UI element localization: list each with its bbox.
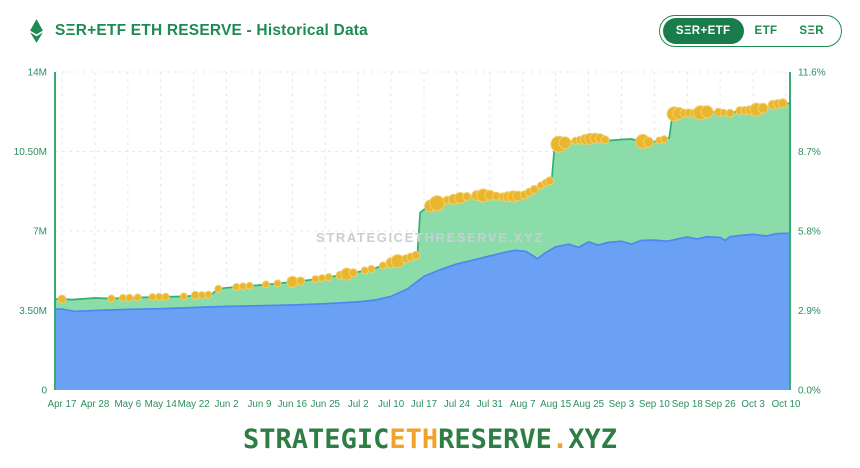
data-point-marker[interactable] xyxy=(529,185,539,194)
data-point-marker[interactable] xyxy=(700,105,714,119)
axis-tick-label: Jul 17 xyxy=(411,399,437,410)
bottom_blue-line xyxy=(55,232,790,313)
header-title-group: SΞR+ETF ETH RESERVE - Historical Data xyxy=(28,18,368,44)
axis-tick-label: 0.0% xyxy=(798,386,821,397)
axis-tick-label: 7M xyxy=(33,227,47,238)
data-point-marker[interactable] xyxy=(318,274,326,283)
data-point-marker[interactable] xyxy=(545,176,555,186)
axis-tick-label: 11.6% xyxy=(798,68,826,79)
axis-tick-label: Sep 26 xyxy=(705,399,737,410)
footer-wordmark: STRATEGICETHRESERVE.XYZ xyxy=(0,424,860,455)
data-point-marker[interactable] xyxy=(296,276,306,286)
toggle-ser-etf-button[interactable]: SΞR+ETF xyxy=(662,18,744,44)
data-point-marker[interactable] xyxy=(360,266,369,275)
footer-xyz: XYZ xyxy=(568,424,617,455)
axis-tick-label: May 6 xyxy=(114,399,141,410)
footer-eth: ETH xyxy=(389,424,439,455)
axis-tick-label: 5.8% xyxy=(798,227,821,238)
data-point-marker[interactable] xyxy=(239,282,247,291)
data-point-marker[interactable] xyxy=(311,275,320,284)
axis-tick-label: Apr 17 xyxy=(48,399,77,410)
data-point-marker[interactable] xyxy=(777,98,788,109)
data-point-marker[interactable] xyxy=(558,136,572,150)
data-point-marker[interactable] xyxy=(348,268,358,278)
toggle-ser-button[interactable]: SΞR xyxy=(788,18,835,44)
ethereum-diamond-icon xyxy=(30,19,43,43)
footer-strategic: STRATEGIC xyxy=(243,424,390,455)
axis-tick-label: Sep 3 xyxy=(609,399,635,410)
axis-tick-label: Aug 25 xyxy=(573,399,605,410)
page-title: SΞR+ETF ETH RESERVE - Historical Data xyxy=(55,22,368,39)
data-point-marker[interactable] xyxy=(245,281,254,290)
axis-tick-label: Jul 2 xyxy=(348,399,369,410)
footer-reserve: RESERVE xyxy=(438,424,552,455)
bottom_blue-area xyxy=(55,233,790,390)
data-point-marker[interactable] xyxy=(429,195,446,212)
data-point-marker[interactable] xyxy=(725,108,735,118)
series-toggle-group: SΞR+ETF ETF SΞR xyxy=(658,15,842,47)
axis-tick-label: 2.9% xyxy=(798,306,821,317)
data-point-marker[interactable] xyxy=(107,294,116,303)
axis-tick-label: Sep 10 xyxy=(639,399,671,410)
data-point-marker[interactable] xyxy=(155,292,164,301)
axis-tick-label: Jun 9 xyxy=(247,399,271,410)
axis-tick-label: Jul 10 xyxy=(378,399,405,410)
axis-tick-label: Jun 16 xyxy=(278,399,308,410)
toggle-etf-button[interactable]: ETF xyxy=(744,18,789,44)
axis-tick-label: Sep 18 xyxy=(672,399,704,410)
axis-tick-label: 14M xyxy=(28,68,47,79)
data-point-marker[interactable] xyxy=(148,293,157,302)
data-point-marker[interactable] xyxy=(262,280,270,289)
data-point-marker[interactable] xyxy=(125,293,134,302)
axis-tick-label: 0 xyxy=(41,386,47,397)
data-point-marker[interactable] xyxy=(204,290,213,299)
axis-tick-label: Jul 31 xyxy=(477,399,503,410)
data-point-marker[interactable] xyxy=(133,293,142,302)
data-point-marker[interactable] xyxy=(378,261,387,270)
data-point-marker[interactable] xyxy=(214,284,223,293)
axis-tick-label: Oct 3 xyxy=(741,399,765,410)
data-point-marker[interactable] xyxy=(660,135,669,144)
data-point-marker[interactable] xyxy=(462,192,472,201)
data-point-marker[interactable] xyxy=(118,294,127,302)
axis-tick-label: Jun 2 xyxy=(215,399,239,410)
axis-tick-label: Oct 10 xyxy=(772,399,801,410)
data-point-marker[interactable] xyxy=(411,250,421,260)
axis-tick-label: Apr 28 xyxy=(80,399,109,410)
data-point-marker[interactable] xyxy=(757,102,769,114)
data-point-marker[interactable] xyxy=(57,294,67,304)
footer-dot: . xyxy=(551,424,569,455)
data-point-marker[interactable] xyxy=(367,265,376,273)
axis-tick-label: May 22 xyxy=(178,399,210,410)
data-point-marker[interactable] xyxy=(197,291,206,300)
data-point-marker[interactable] xyxy=(161,292,170,301)
axis-tick-label: Aug 15 xyxy=(540,399,572,410)
data-point-marker[interactable] xyxy=(642,136,654,148)
axis-tick-label: 8.7% xyxy=(798,147,821,158)
axis-tick-label: Aug 7 xyxy=(510,399,536,410)
axis-tick-label: Jun 25 xyxy=(311,399,341,410)
data-point-marker[interactable] xyxy=(179,292,188,301)
axis-tick-label: 10.50M xyxy=(14,147,47,158)
axis-tick-label: May 14 xyxy=(145,399,178,410)
chart-area: 0 3.50M 7M 10.50M 14M 0.0% 2.9% 5.8% 8.7% 11.6% Ap… xyxy=(0,56,860,426)
data-point-marker[interactable] xyxy=(600,135,610,145)
chart-svg: 0 3.50M 7M 10.50M 14M 0.0% 2.9% 5.8% 8.7% 11.6% Ap… xyxy=(14,68,826,411)
data-point-marker[interactable] xyxy=(273,279,282,288)
data-point-marker[interactable] xyxy=(324,273,333,282)
axis-tick-label: Jul 24 xyxy=(444,399,471,410)
axis-tick-label: 3.50M xyxy=(19,306,47,317)
data-point-marker[interactable] xyxy=(232,283,241,291)
header: SΞR+ETF ETH RESERVE - Historical Data SΞ… xyxy=(0,0,860,56)
